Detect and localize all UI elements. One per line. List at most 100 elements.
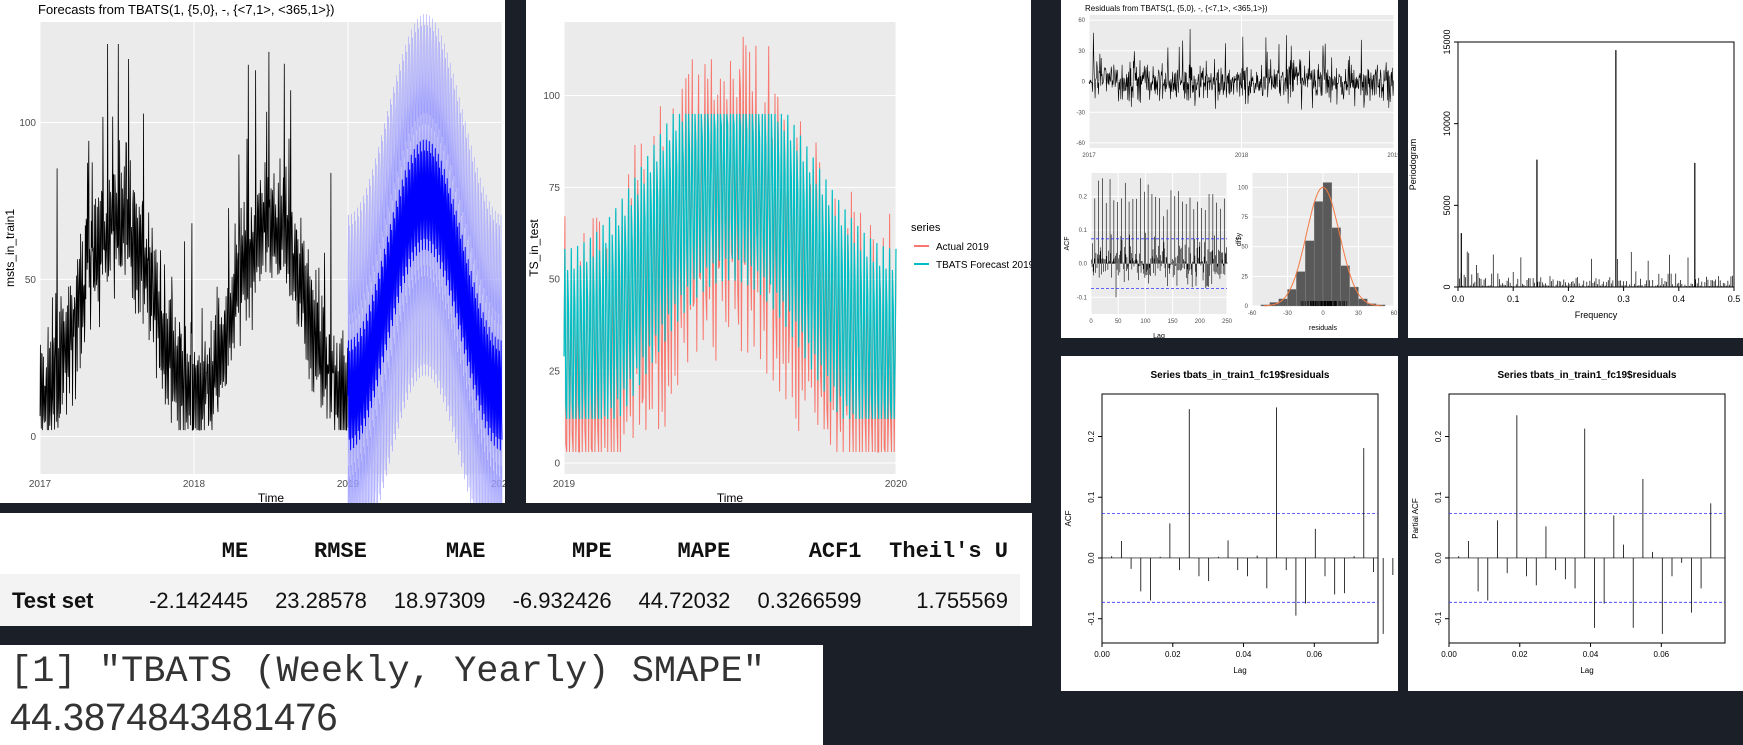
- x-axis-label: residuals: [1309, 325, 1338, 332]
- y-tick-label: -0.1: [1087, 611, 1096, 625]
- y-tick-label: 75: [549, 183, 561, 194]
- x-tick-label: 0.02: [1165, 650, 1181, 659]
- y-tick-label: 0: [1245, 304, 1249, 310]
- y-tick-label: 60: [1078, 18, 1085, 24]
- accuracy-col-header: MPE: [572, 539, 612, 564]
- x-axis-label: Frequency: [1575, 310, 1618, 320]
- x-tick-label: 0.04: [1583, 650, 1599, 659]
- accuracy-cell: 44.72032: [623, 574, 743, 626]
- y-tick-label: 0.2: [1079, 195, 1088, 201]
- x-axis-label: Lag: [1580, 666, 1593, 675]
- x-tick-label: 30: [1355, 311, 1362, 317]
- residuals-check-panel: Residuals from TBATS(1, {5,0}, -, {<7,1>…: [1061, 0, 1398, 338]
- accuracy-header-row: ME RMSE MAE MPE MAPE ACF1 Theil's U: [0, 533, 1020, 574]
- x-tick-label: 0.04: [1236, 650, 1252, 659]
- y-axis-label: ACF: [1064, 237, 1071, 251]
- y-tick-label: 50: [25, 275, 37, 286]
- x-tick-label: 2018: [1235, 153, 1249, 159]
- y-axis-label: Periodogram: [1408, 139, 1418, 191]
- accuracy-col-header: Theil's U: [889, 539, 1008, 564]
- x-tick-label: 0.2: [1562, 294, 1575, 304]
- x-axis-label: Time: [258, 491, 285, 503]
- accuracy-row-label: Test set: [0, 574, 134, 626]
- y-tick-label: 0.1: [1434, 491, 1443, 503]
- y-tick-label: 0: [554, 458, 560, 469]
- x-tick-label: 2020: [885, 479, 908, 490]
- histogram-bar: [1331, 227, 1341, 307]
- x-tick-label: -60: [1248, 311, 1257, 317]
- histogram-bar: [1322, 182, 1333, 307]
- accuracy-data-row: Test set -2.142445 23.28578 18.97309 -6.…: [0, 574, 1020, 626]
- chart-title: Forecasts from TBATS(1, {5,0}, -, {<7,1>…: [38, 2, 335, 17]
- y-tick-label: -0.1: [1077, 295, 1088, 301]
- histogram-bar: [1349, 286, 1359, 307]
- x-tick-label: 0.06: [1307, 650, 1323, 659]
- x-axis-label: Time: [717, 491, 744, 503]
- x-tick-label: 150: [1168, 319, 1179, 325]
- y-tick-label: 15000: [1442, 29, 1452, 54]
- x-axis-label: Lag: [1153, 333, 1165, 338]
- x-tick-label: 0.0: [1452, 294, 1465, 304]
- x-tick-label: 0.4: [1673, 294, 1686, 304]
- test-comparison-chart: 2019 2020 0 25 50 75 100 Time TS_in_test series Ac…: [527, 22, 1031, 503]
- y-tick-label: 25: [549, 367, 561, 378]
- x-tick-label: 0.02: [1512, 650, 1528, 659]
- accuracy-cell: 1.755569: [873, 574, 1020, 626]
- y-tick-label: 25: [1241, 274, 1248, 280]
- x-tick-label: 50: [1115, 319, 1122, 325]
- accuracy-col-header: MAE: [445, 539, 486, 564]
- accuracy-col-header: MAPE: [677, 539, 731, 564]
- pacf-chart: 0.00 0.02 0.04 0.06 -0.1 0.0 0.1 0.2 Series tbat…: [1411, 370, 1726, 675]
- y-tick-label: -60: [1076, 141, 1085, 147]
- y-tick-label: 0.1: [1079, 228, 1088, 234]
- periodogram-panel: 0.0 0.1 0.2 0.3 0.4 0.5 0 5000 10000 15000 Frequen…: [1408, 0, 1743, 338]
- x-tick-label: 60: [1391, 311, 1398, 317]
- periodogram-chart: 0.0 0.1 0.2 0.3 0.4 0.5 0 5000 10000 15000 Frequen…: [1408, 29, 1741, 320]
- accuracy-col-header: RMSE: [314, 539, 367, 564]
- accuracy-col-header: ACF1: [808, 539, 862, 564]
- y-tick-label: 0.1: [1087, 491, 1096, 503]
- acf-chart: 0.00 0.02 0.04 0.06 -0.1 0.0 0.1 0.2 Series tbat…: [1064, 370, 1394, 675]
- plot-frame: [1101, 393, 1379, 644]
- y-tick-label: 50: [549, 275, 561, 286]
- histogram-bar: [1340, 265, 1350, 307]
- y-tick-label: 0: [1442, 284, 1452, 289]
- x-tick-label: 0.00: [1094, 650, 1110, 659]
- x-tick-label: 250: [1222, 319, 1233, 325]
- normal-density-curve: [1263, 186, 1383, 307]
- accuracy-cell: 18.97309: [378, 574, 498, 626]
- y-tick-label: -0.1: [1434, 611, 1443, 625]
- accuracy-col-header: ME: [221, 539, 249, 564]
- y-axis-label: ACF: [1064, 510, 1073, 526]
- y-tick-label: 0.0: [1434, 552, 1443, 564]
- histogram-bar: [1296, 271, 1306, 307]
- legend-title: series: [911, 222, 941, 234]
- accuracy-corner-cell: [0, 533, 134, 574]
- x-tick-label: 0.00: [1441, 650, 1457, 659]
- y-tick-label: 5000: [1442, 195, 1452, 215]
- y-axis-label: msts_in_train1: [3, 209, 17, 287]
- x-tick-label: 0.06: [1654, 650, 1670, 659]
- plot-frame: [1457, 41, 1735, 288]
- x-tick-label: 0.3: [1617, 294, 1630, 304]
- chart-title: Series tbats_in_train1_fc19$residuals: [1151, 370, 1330, 381]
- x-tick-label: 2017: [29, 479, 52, 490]
- y-tick-label: 0.0: [1087, 552, 1096, 564]
- accuracy-cell: 23.28578: [260, 574, 379, 626]
- y-tick-label: 50: [1241, 245, 1248, 251]
- accuracy-cell: 0.3266599: [742, 574, 874, 626]
- histogram-bar: [1305, 240, 1315, 307]
- x-tick-label: 200: [1195, 319, 1206, 325]
- forecast-chart-panel: 2017201820192020050100Forecasts from TBA…: [0, 0, 505, 503]
- y-tick-label: 0: [30, 432, 36, 443]
- y-tick-label: 0.2: [1434, 430, 1443, 442]
- x-tick-label: 0.5: [1728, 294, 1741, 304]
- x-axis-label: Lag: [1233, 666, 1246, 675]
- accuracy-table-panel: ME RMSE MAE MPE MAPE ACF1 Theil's U Test…: [0, 513, 1032, 626]
- chart-title: Residuals from TBATS(1, {5,0}, -, {<7,1>…: [1085, 4, 1268, 13]
- y-axis-label: Partial ACF: [1411, 498, 1420, 539]
- legend-label-forecast: TBATS Forecast 2019: [936, 260, 1031, 271]
- pacf-panel: 0.00 0.02 0.04 0.06 -0.1 0.0 0.1 0.2 Series tbat…: [1408, 356, 1743, 691]
- residual-series-line: [1088, 28, 1394, 110]
- accuracy-cell: -6.932426: [497, 574, 624, 626]
